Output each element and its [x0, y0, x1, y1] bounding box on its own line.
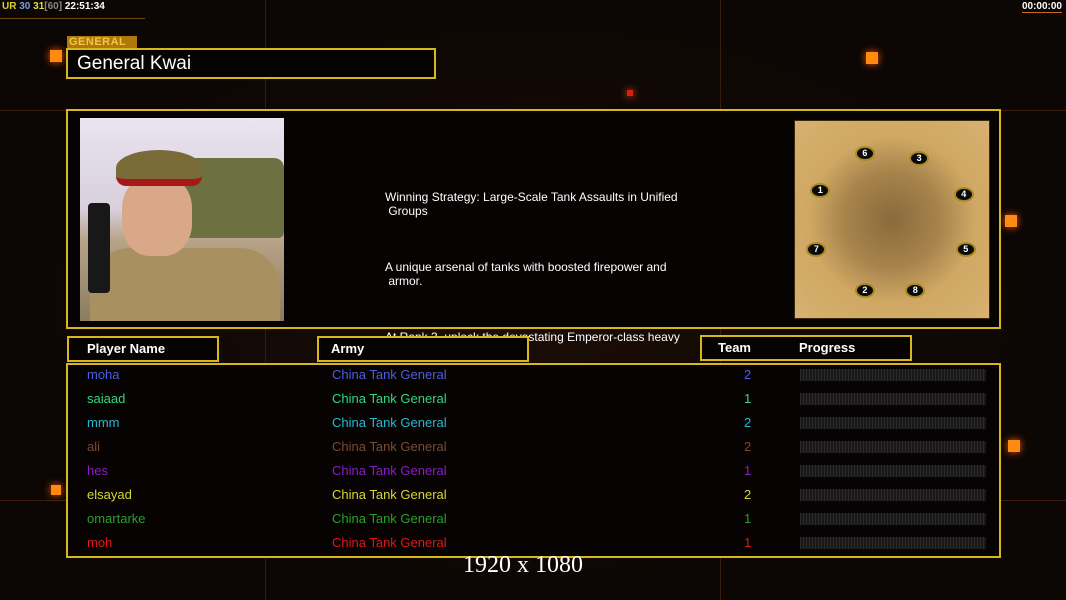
- general-name: General Kwai: [66, 48, 436, 79]
- player-row: elsayad China Tank General 2: [68, 485, 999, 509]
- player-team: 1: [744, 511, 752, 526]
- progress-bar: [800, 393, 986, 405]
- progress-bar: [800, 369, 986, 381]
- player-row: moh China Tank General 1: [68, 533, 999, 557]
- players-table: moha China Tank General 2 saiaad China Tank …: [66, 363, 1001, 558]
- player-row: saiaad China Tank General 1: [68, 389, 999, 413]
- decor-square: [1005, 215, 1017, 227]
- player-army: China Tank General: [332, 535, 447, 550]
- start-position-marker: 8: [905, 283, 926, 299]
- start-position-marker: 6: [854, 145, 875, 161]
- player-name: omartarke: [87, 511, 146, 526]
- renderer-label: UR: [2, 1, 17, 12]
- player-team: 1: [744, 391, 752, 406]
- player-team: 1: [744, 463, 752, 478]
- header-player-name: Player Name: [67, 336, 219, 362]
- header-progress: Progress: [799, 340, 856, 355]
- progress-bar: [800, 465, 986, 477]
- player-team: 2: [744, 439, 752, 454]
- decor-square: [627, 90, 633, 96]
- fps-limit: [60]: [44, 1, 63, 12]
- header-team: Team: [718, 340, 751, 355]
- player-name: saiaad: [87, 391, 126, 406]
- decor-square: [51, 485, 61, 495]
- start-position-marker: 5: [955, 242, 976, 258]
- map-preview: 1 2 3 4 5 6 7 8: [794, 120, 990, 319]
- player-army: China Tank General: [332, 463, 447, 478]
- start-position-marker: 4: [953, 186, 974, 202]
- player-name: moh: [87, 535, 113, 550]
- player-name: moha: [87, 367, 120, 382]
- resolution-watermark: 1920 x 1080: [463, 552, 583, 578]
- fps-overlay: UR 30 31[60] 22:51:34: [2, 1, 105, 12]
- fps-value-2: 31: [33, 1, 45, 12]
- player-team: 2: [744, 487, 752, 502]
- start-position-marker: 2: [854, 283, 875, 299]
- decor-square: [866, 52, 878, 64]
- arsenal-text: A unique arsenal of tanks with boosted f…: [385, 260, 667, 288]
- player-name: hes: [87, 463, 108, 478]
- fps-value: 30: [19, 1, 31, 12]
- player-team: 1: [744, 535, 752, 550]
- start-position-marker: 3: [909, 151, 930, 167]
- start-position-marker: 7: [806, 242, 827, 258]
- player-army: China Tank General: [332, 391, 447, 406]
- player-row: mmm China Tank General 2: [68, 413, 999, 437]
- header-team-progress: Team Progress: [700, 335, 912, 361]
- general-label: GENERAL: [67, 36, 137, 48]
- decor-square: [1008, 440, 1020, 452]
- progress-bar: [800, 441, 986, 453]
- header-army: Army: [317, 336, 529, 362]
- progress-bar: [800, 537, 986, 549]
- pistol-image: [88, 203, 110, 293]
- player-army: China Tank General: [332, 415, 447, 430]
- game-timer: 00:00:00: [1021, 1, 1062, 13]
- clock: 22:51:34: [64, 1, 105, 12]
- player-army: China Tank General: [332, 439, 447, 454]
- player-team: 2: [744, 367, 752, 382]
- player-row: omartarke China Tank General 1: [68, 509, 999, 533]
- player-name: ali: [87, 439, 101, 454]
- player-row: hes China Tank General 1: [68, 461, 999, 485]
- general-portrait: [80, 118, 284, 321]
- player-army: China Tank General: [332, 487, 447, 502]
- progress-bar: [800, 417, 986, 429]
- player-team: 2: [744, 415, 752, 430]
- player-army: China Tank General: [332, 367, 447, 382]
- uniform-image: [90, 248, 280, 321]
- cap-image: [116, 150, 202, 186]
- face-image: [122, 176, 192, 256]
- start-position-marker: 1: [810, 182, 831, 198]
- player-name: elsayad: [87, 487, 132, 502]
- player-row: moha China Tank General 2: [68, 365, 999, 389]
- player-row: ali China Tank General 2: [68, 437, 999, 461]
- decor-line: [0, 18, 145, 19]
- progress-bar: [800, 489, 986, 501]
- player-army: China Tank General: [332, 511, 447, 526]
- progress-bar: [800, 513, 986, 525]
- player-name: mmm: [87, 415, 120, 430]
- strategy-text: Winning Strategy: Large-Scale Tank Assau…: [385, 190, 678, 218]
- decor-square: [50, 50, 62, 62]
